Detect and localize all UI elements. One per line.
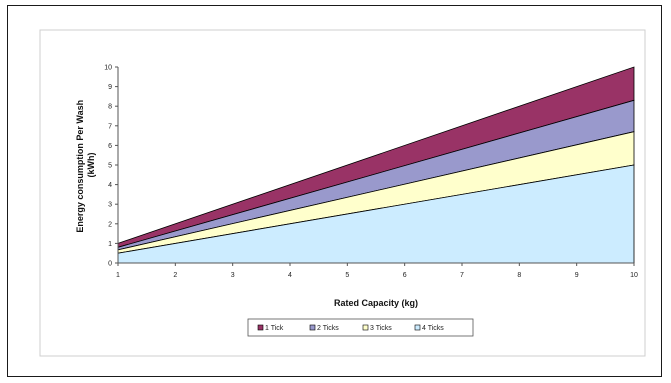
legend: 1 Tick 2 Ticks 3 Ticks 4 Ticks (247, 318, 474, 337)
x-tick-label: 8 (517, 272, 521, 279)
x-tick-label: 5 (345, 272, 349, 279)
x-tick-label: 7 (460, 272, 464, 279)
x-tick-labels: 1 2 3 4 5 6 7 8 9 10 (116, 263, 638, 279)
legend-label: 1 Tick (265, 325, 284, 332)
legend-swatch (414, 324, 421, 331)
y-tick-label: 2 (108, 221, 112, 228)
x-tick-label: 10 (630, 272, 638, 279)
y-axis-title: Energy consumption Per Wash (kWh) (75, 97, 96, 232)
x-tick-label: 3 (231, 272, 235, 279)
x-tick-label: 1 (116, 272, 120, 279)
y-tick-label: 9 (108, 84, 112, 91)
legend-swatch (362, 324, 369, 331)
x-axis-title: Rated Capacity (kg) (334, 298, 418, 308)
y-tick-label: 6 (108, 143, 112, 150)
legend-label: 4 Ticks (422, 325, 444, 332)
x-tick-label: 6 (403, 272, 407, 279)
y-tick-label: 5 (108, 163, 112, 170)
y-tick-label: 8 (108, 104, 112, 111)
y-tick-label: 0 (108, 261, 112, 268)
y-tick-labels: 0 1 2 3 4 5 6 7 8 9 10 (104, 65, 118, 268)
y-tick-label: 4 (108, 182, 112, 189)
legend-box (247, 318, 474, 337)
x-tick-label: 4 (288, 272, 292, 279)
legend-label: 2 Ticks (317, 325, 339, 332)
x-tick-label: 9 (575, 272, 579, 279)
x-tick-label: 2 (173, 272, 177, 279)
y-axis-title-line-1: Energy consumption Per Wash (75, 100, 85, 233)
y-tick-label: 7 (108, 123, 112, 130)
legend-label: 3 Ticks (370, 325, 392, 332)
legend-swatch (309, 324, 316, 331)
legend-swatch (257, 324, 264, 331)
y-tick-label: 10 (104, 65, 112, 72)
y-tick-label: 3 (108, 202, 112, 209)
y-tick-label: 1 (108, 241, 112, 248)
y-axis-title-line-2: (kWh) (86, 153, 96, 178)
